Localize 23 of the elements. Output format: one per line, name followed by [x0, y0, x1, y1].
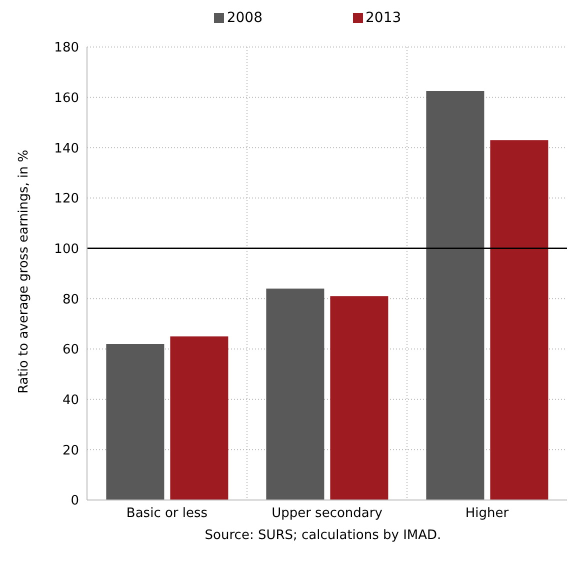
y-axis-title: Ratio to average gross earnings, in %: [16, 150, 32, 394]
y-tick-label: 100: [54, 242, 79, 257]
bar: [170, 336, 228, 500]
x-tick-label: Higher: [465, 506, 510, 522]
bar: [106, 344, 164, 500]
y-tick-label: 140: [54, 141, 79, 156]
y-tick-label: 40: [62, 392, 79, 408]
y-tick-label: 120: [54, 192, 79, 207]
x-tick-label: Upper secondary: [272, 506, 383, 522]
y-tick-label: 80: [62, 292, 79, 308]
source-note: Source: SURS; calculations by IMAD.: [204, 528, 442, 543]
y-tick-label: 20: [62, 443, 79, 458]
y-tick-label: 0: [70, 494, 79, 509]
legend-label: 2008: [226, 10, 262, 26]
bar: [490, 140, 548, 500]
bar: [426, 91, 484, 500]
y-tick-label: 160: [54, 90, 79, 106]
bar: [330, 296, 388, 500]
bar: [266, 288, 324, 500]
y-tick-label: 60: [62, 342, 79, 358]
y-tick-label: 180: [54, 40, 79, 56]
x-tick-label: Basic or less: [126, 506, 208, 522]
legend-label: 2013: [364, 10, 402, 26]
